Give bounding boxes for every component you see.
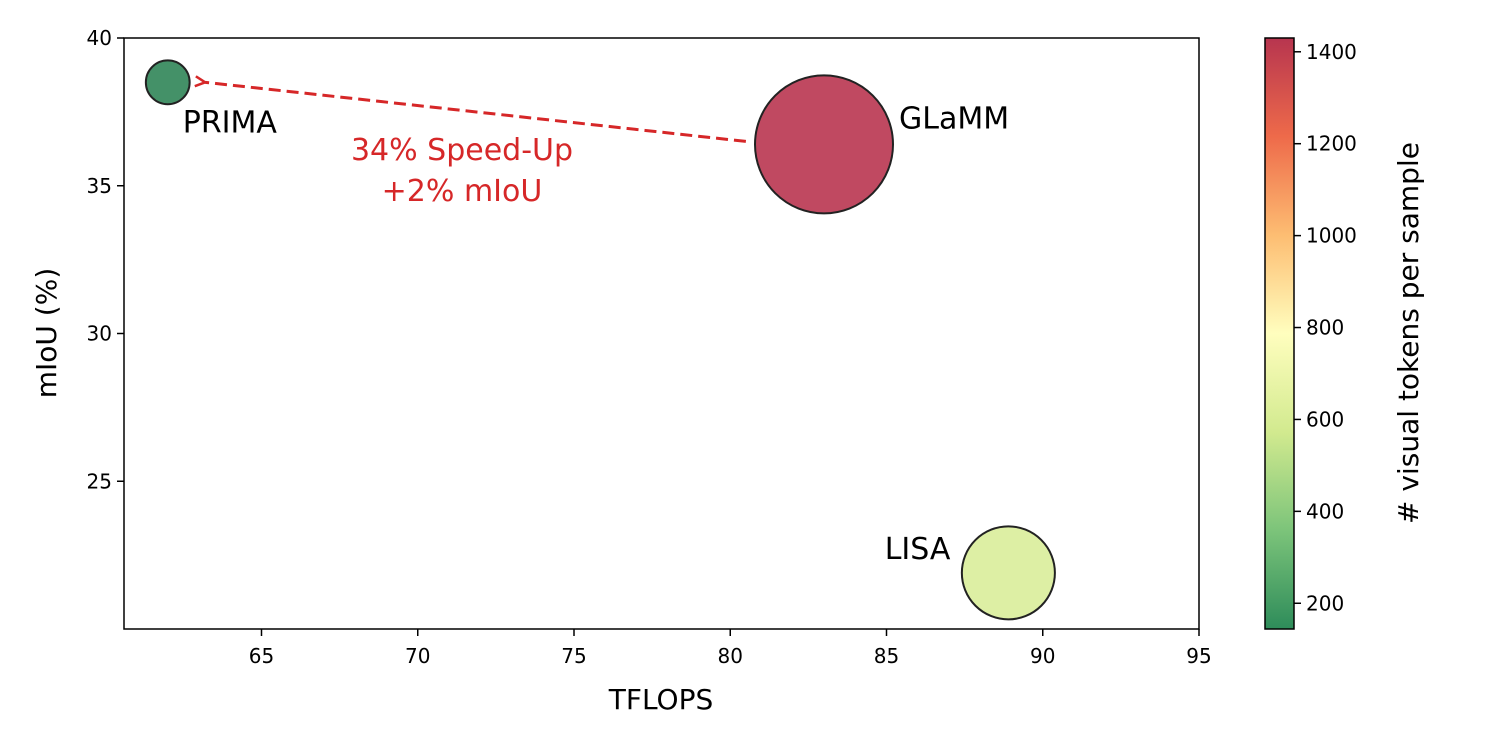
x-axis-label: TFLOPS [608,683,714,716]
point-lisa [960,525,1056,621]
point-label-prima: PRIMA [183,105,278,140]
point-prima [144,59,191,106]
colorbar-ticks: 200 400 600 800 1000 1200 1400 [1294,40,1357,615]
colorbar-tick-label: 1200 [1306,132,1357,156]
point-glamm [754,74,894,215]
data-points: PRIMA GLaMM LISA [144,59,1056,621]
y-tick-label: 25 [87,469,112,493]
x-tick-label: 95 [1186,644,1211,668]
y-axis-label: mIoU (%) [30,268,63,399]
y-tick-label: 30 [87,322,112,346]
y-tick-label: 35 [87,174,112,198]
y-axis-ticks: 25 30 35 40 [87,26,124,493]
colorbar-tick-label: 400 [1306,499,1344,523]
x-tick-label: 85 [874,644,899,668]
annotation-text-line-2: +2% mIoU [382,174,543,209]
point-label-glamm: GLaMM [899,101,1009,136]
colorbar [1264,37,1295,630]
colorbar-label: # visual tokens per sample [1392,142,1425,524]
x-axis-ticks: 65 70 75 80 85 90 95 [249,629,1212,668]
point-label-lisa: LISA [885,532,951,567]
x-tick-label: 90 [1030,644,1055,668]
speedup-arrow [205,82,747,143]
colorbar-tick-label: 200 [1306,591,1344,615]
colorbar-tick-label: 1000 [1306,224,1357,248]
x-tick-label: 75 [561,644,586,668]
colorbar-tick-label: 800 [1306,316,1344,340]
colorbar-tick-label: 1400 [1306,40,1357,64]
x-tick-label: 65 [249,644,274,668]
annotation-text-line-1: 34% Speed-Up [351,133,573,168]
y-tick-label: 40 [87,26,112,50]
x-tick-label: 80 [718,644,743,668]
x-tick-label: 70 [405,644,430,668]
colorbar-tick-label: 600 [1306,407,1344,431]
